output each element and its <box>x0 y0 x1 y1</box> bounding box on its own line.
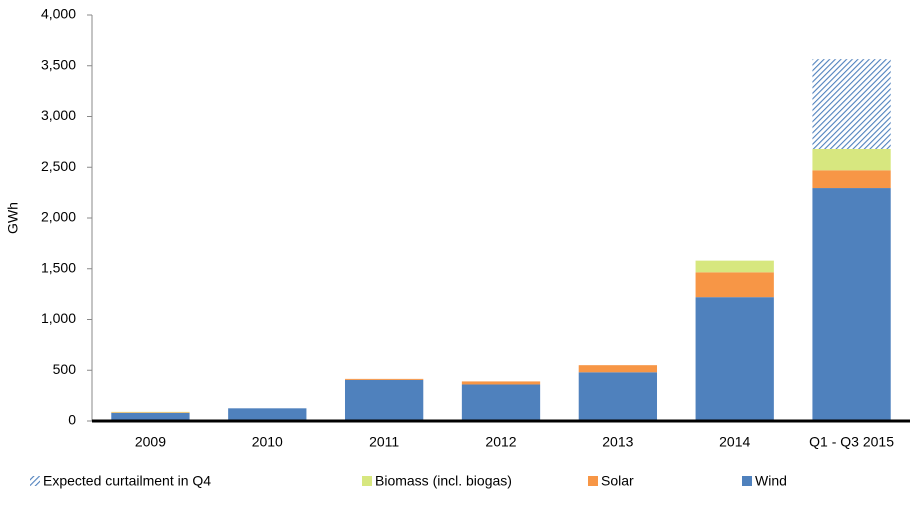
bar-segment <box>461 381 541 385</box>
bar-segment <box>111 412 190 413</box>
x-tick-label: 2009 <box>135 434 166 450</box>
legend-label: Biomass (incl. biogas) <box>375 473 512 489</box>
bar-segment <box>812 170 891 189</box>
bar-segment <box>695 260 774 273</box>
legend-swatch <box>362 476 372 486</box>
x-tick-label: 2011 <box>369 434 399 450</box>
x-tick-label: 2014 <box>719 434 750 450</box>
y-tick-label: 2,500 <box>41 158 76 174</box>
y-tick-label: 1,500 <box>41 259 76 275</box>
bar-segment <box>578 372 658 421</box>
bar-segment <box>111 411 190 413</box>
y-tick-label: 0 <box>68 412 76 428</box>
bar-segment <box>812 148 891 171</box>
bar-segment <box>812 188 891 421</box>
legend-swatch <box>742 476 752 486</box>
legend-label: Expected curtailment in Q4 <box>43 473 211 489</box>
bar-segment <box>344 379 424 421</box>
y-tick-label: 500 <box>53 361 77 377</box>
y-tick-label: 4,000 <box>41 6 76 22</box>
x-tick-label: Q1 - Q3 2015 <box>809 434 894 450</box>
bar-segment <box>228 408 307 421</box>
bar-segment <box>695 272 774 298</box>
legend-label: Solar <box>601 473 634 489</box>
y-tick-label: 2,000 <box>41 209 76 225</box>
bar-segment <box>812 59 891 149</box>
bar-segment <box>461 384 541 421</box>
bar-segment <box>695 297 774 421</box>
legend-label: Wind <box>755 473 787 489</box>
y-tick-label: 3,500 <box>41 56 76 72</box>
y-axis-label: GWh <box>5 202 21 234</box>
x-tick-label: 2012 <box>485 434 516 450</box>
legend-swatch <box>588 476 598 486</box>
y-tick-label: 3,000 <box>41 107 76 123</box>
y-tick-label: 1,000 <box>41 310 76 326</box>
bar-segment <box>111 412 190 421</box>
x-tick-label: 2013 <box>602 434 633 450</box>
bar-segment <box>578 365 658 373</box>
x-tick-label: 2010 <box>252 434 283 450</box>
bar-segment <box>344 378 424 380</box>
legend-swatch <box>30 476 40 486</box>
